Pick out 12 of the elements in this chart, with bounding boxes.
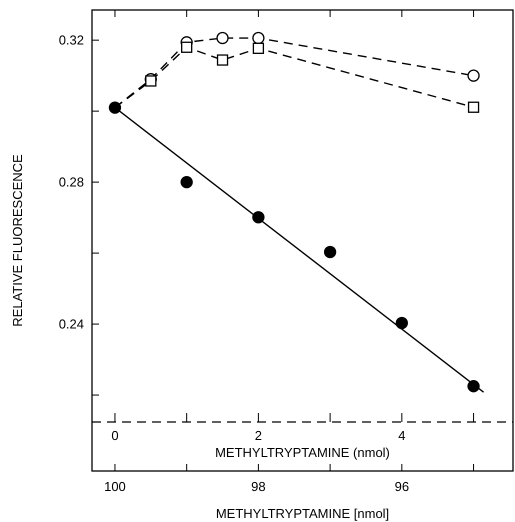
x2-tick-label: 0 xyxy=(111,428,119,444)
x2-axis-title: METHYLTRYPTAMINE (nmol) xyxy=(215,445,390,460)
x2-tick-label: 4 xyxy=(398,428,406,444)
y-tick-label: 0.32 xyxy=(58,32,84,48)
x-tick-label: 96 xyxy=(394,479,410,494)
y-tick-label: 0.24 xyxy=(58,316,84,332)
x-tick-label: 100 xyxy=(104,479,126,494)
x-axis-title: METHYLTRYPTAMINE [nmol] xyxy=(216,506,390,521)
y-tick-label: 0.28 xyxy=(58,174,84,190)
y-axis-title: RELATIVE FLUORESCENCE xyxy=(10,154,25,327)
x-tick-label: 98 xyxy=(251,479,266,494)
x2-tick-label: 2 xyxy=(254,428,262,444)
